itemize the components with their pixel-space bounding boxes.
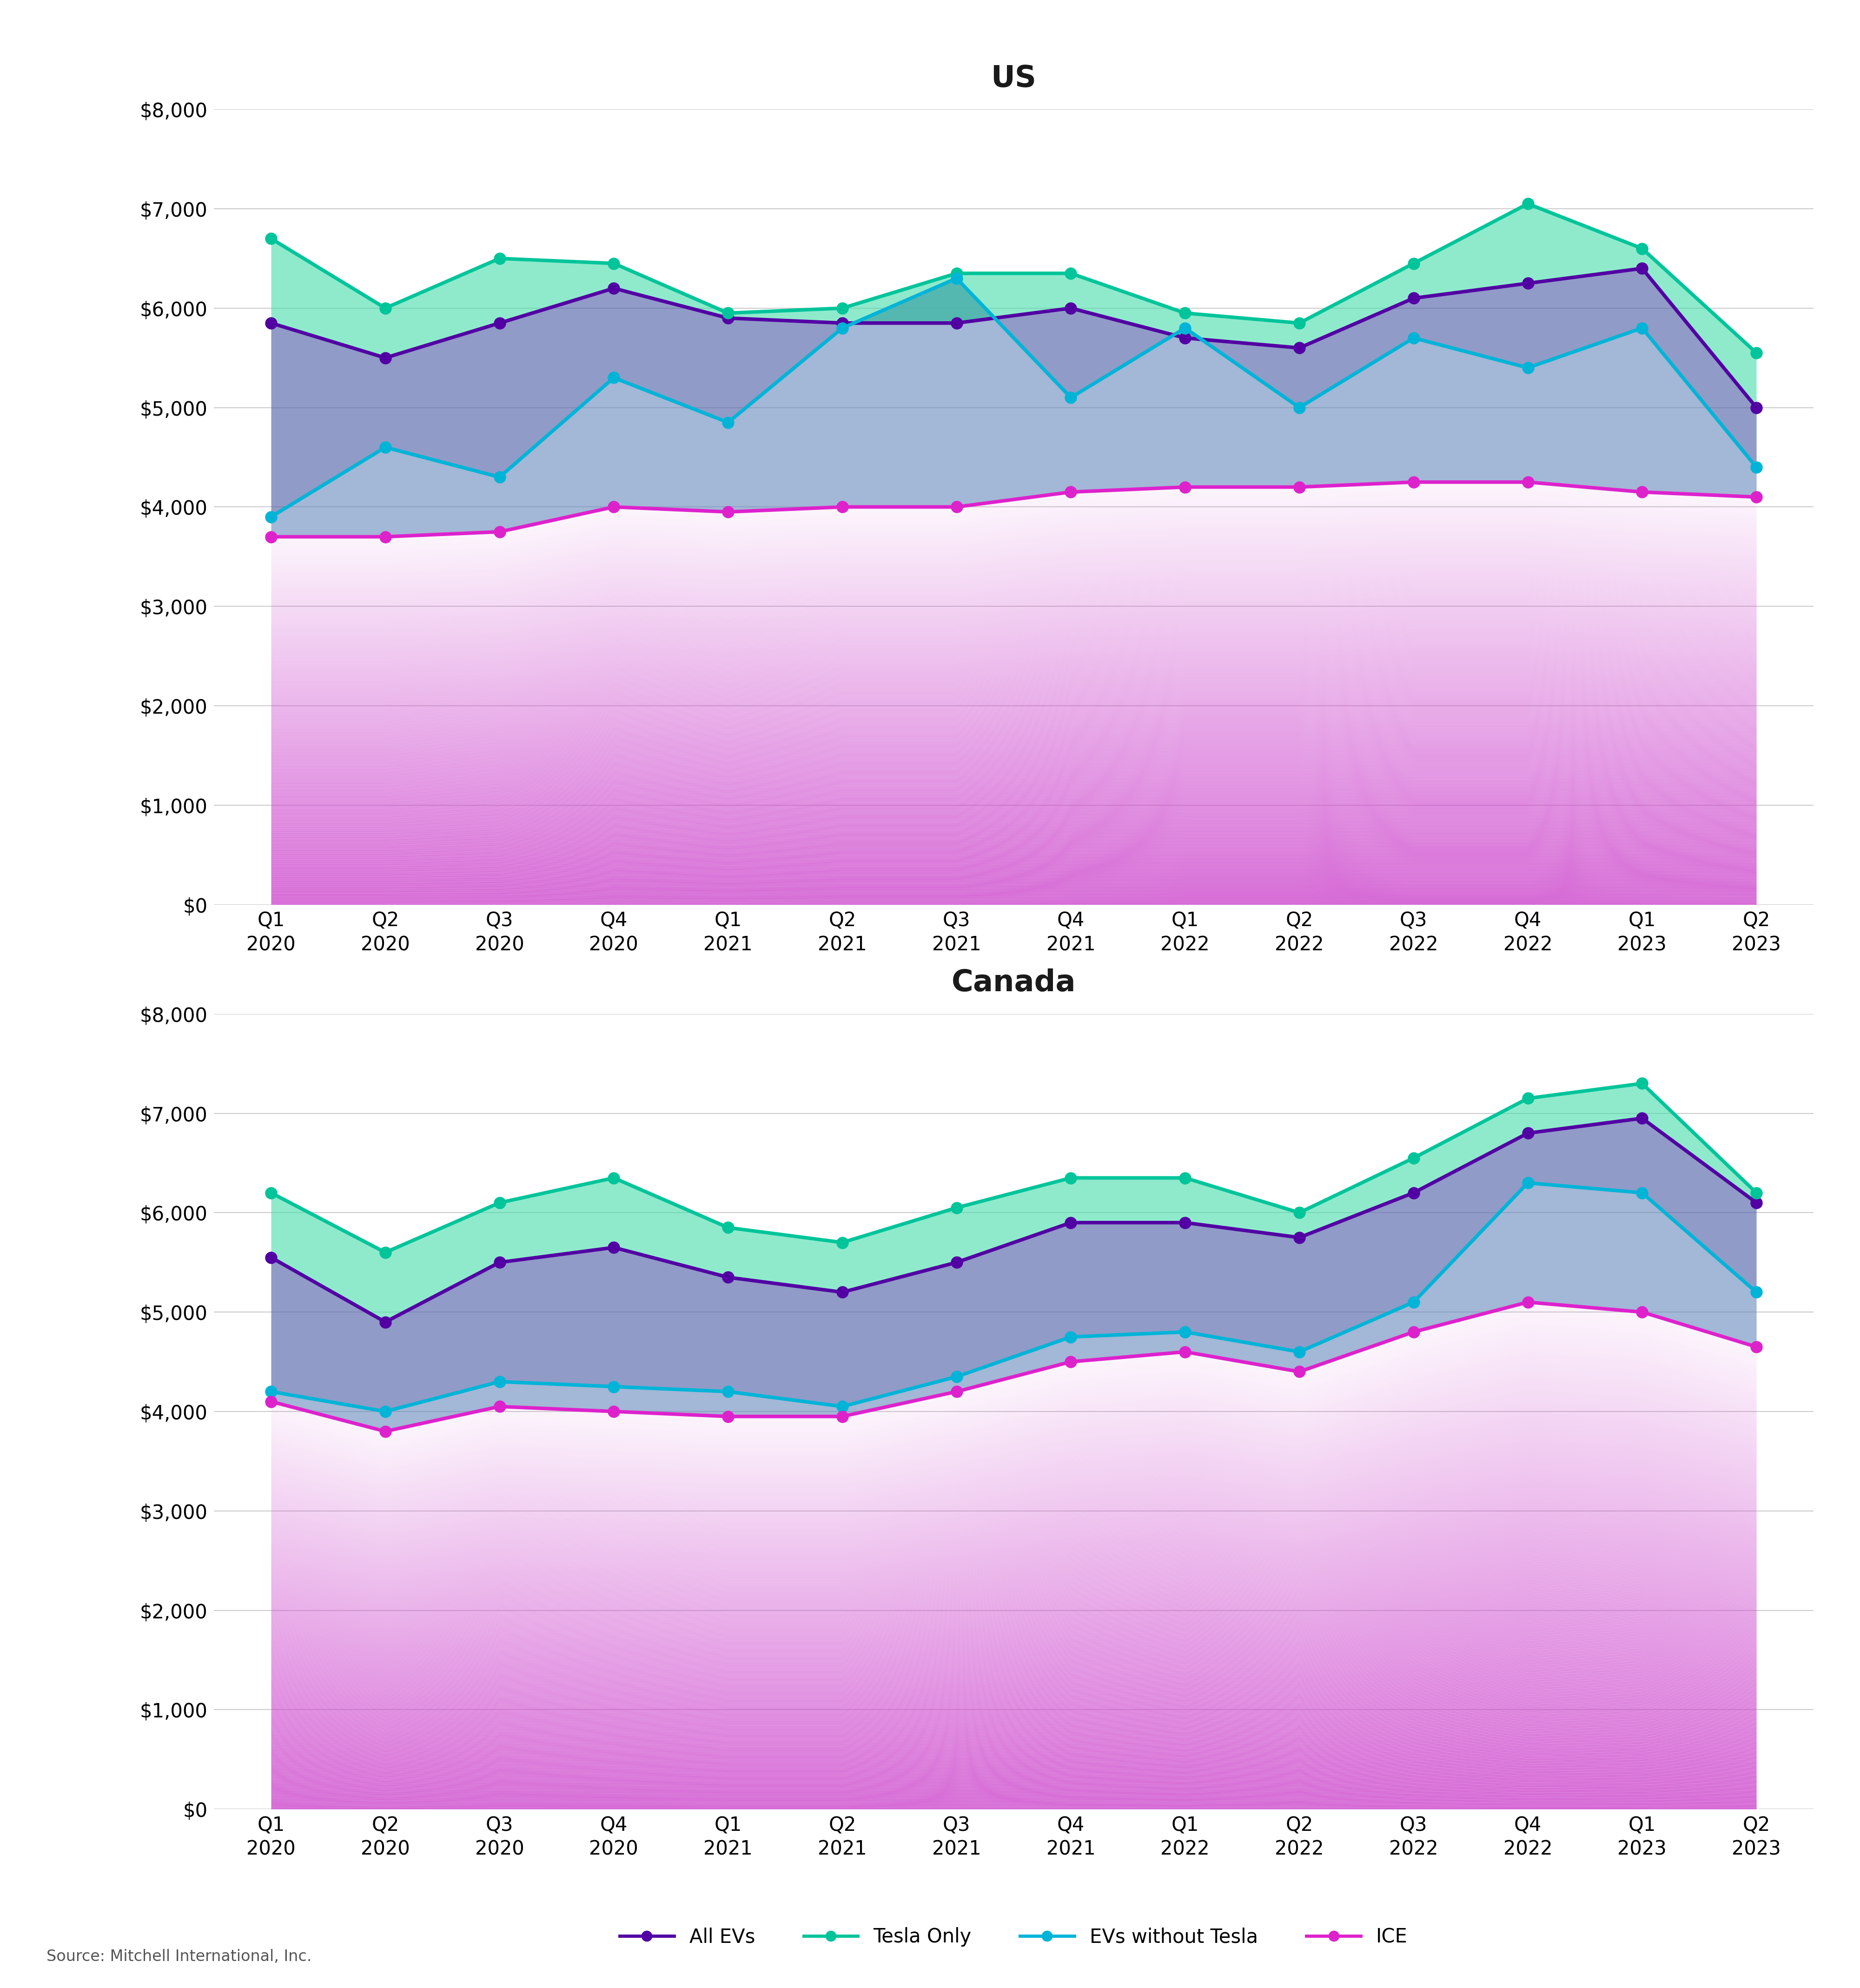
Legend: All EVs, Tesla Only, EVs without Tesla, ICE: All EVs, Tesla Only, EVs without Tesla, … bbox=[612, 1016, 1415, 1050]
Legend: All EVs, Tesla Only, EVs without Tesla, ICE: All EVs, Tesla Only, EVs without Tesla, … bbox=[612, 1920, 1415, 1954]
Title: Canada: Canada bbox=[952, 968, 1075, 998]
Text: EV Average Repairable Severity: EV Average Repairable Severity bbox=[612, 12, 1248, 48]
Title: US: US bbox=[991, 64, 1036, 93]
Text: Source: Mitchell International, Inc.: Source: Mitchell International, Inc. bbox=[47, 1948, 312, 1964]
